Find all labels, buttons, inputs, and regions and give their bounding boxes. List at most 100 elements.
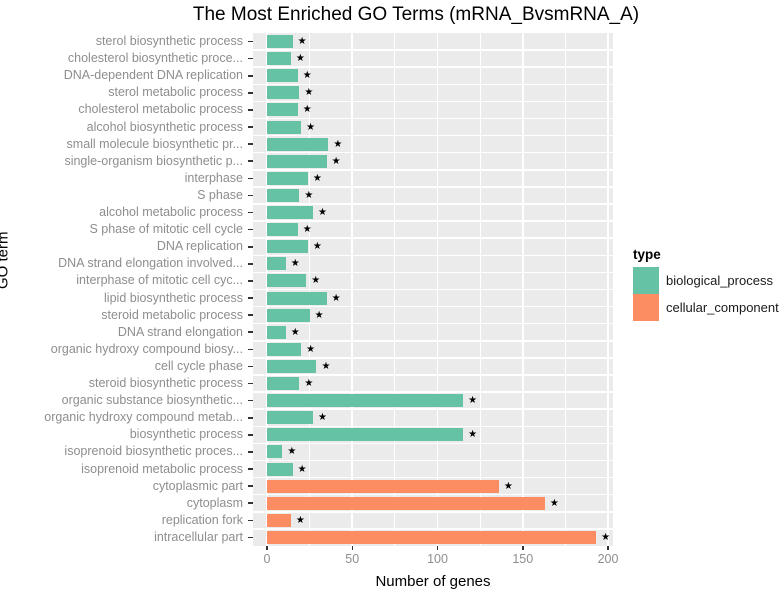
go-term-label: cholesterol biosynthetic proce...	[67, 51, 243, 66]
minor-gridline	[479, 33, 481, 546]
y-tick-mark	[248, 468, 253, 470]
horizontal-gridline	[253, 83, 613, 86]
chart-title: The Most Enriched GO Terms (mRNA_BvsmRNA…	[192, 4, 640, 25]
x-tick-label: 50	[345, 552, 360, 566]
go-term-label: DNA replication	[156, 239, 243, 254]
go-term-label: isoprenoid metabolic process	[81, 461, 243, 476]
go-term-label: sterol metabolic process	[108, 85, 243, 100]
legend-swatch-cellular-component-icon	[633, 294, 659, 321]
significance-star-icon: ★	[318, 207, 327, 219]
y-tick-mark	[248, 280, 253, 282]
major-gridline	[521, 33, 524, 546]
bar	[267, 530, 597, 544]
y-tick-mark	[248, 143, 253, 145]
horizontal-gridline	[253, 186, 613, 188]
go-term-label: steroid biosynthetic process	[88, 376, 243, 390]
go-term-label: interphase	[184, 170, 243, 185]
significance-star-icon: ★	[297, 463, 307, 475]
go-term-label: cytoplasmic part	[152, 478, 243, 493]
x-tick-label: 100	[427, 552, 448, 566]
x-tick-label: 0	[263, 552, 271, 566]
significance-star-icon: ★	[304, 189, 314, 201]
plot-panel: ★ ★ ★ ★ ★ ★ ★ ★ ★ ★ ★ ★ ★ ★ ★ ★ ★ ★ ★ ★ ★ ★ ★ ★ ★ ★ ★ ★ ★ ★	[253, 33, 613, 546]
horizontal-gridline	[253, 459, 613, 462]
major-gridline	[351, 33, 354, 546]
bar	[267, 274, 307, 288]
significance-star-icon: ★	[312, 172, 322, 184]
minor-gridline	[309, 33, 311, 546]
significance-star-icon: ★	[468, 429, 478, 441]
y-tick-mark	[248, 74, 253, 77]
bar	[267, 69, 298, 83]
horizontal-gridline	[253, 169, 613, 171]
y-tick-mark	[248, 416, 253, 419]
x-tick-mark	[436, 546, 439, 550]
bar	[267, 171, 308, 185]
bar	[267, 137, 329, 151]
y-tick-mark	[248, 434, 253, 436]
significance-star-icon: ★	[295, 514, 305, 526]
significance-star-icon: ★	[297, 36, 307, 48]
bar	[267, 308, 310, 322]
legend: type biological_process cellular_compone…	[633, 247, 779, 321]
significance-star-icon: ★	[290, 326, 300, 338]
major-gridline	[607, 33, 609, 546]
x-tick-mark	[522, 546, 524, 550]
x-tick-label: 150	[512, 552, 534, 566]
go-term-label: DNA-dependent DNA replication	[63, 68, 243, 83]
y-tick-mark	[248, 502, 253, 505]
horizontal-gridline	[253, 425, 613, 428]
significance-star-icon: ★	[312, 241, 322, 253]
y-tick-mark	[248, 160, 253, 163]
significance-star-icon: ★	[321, 360, 331, 372]
go-term-label: intracellular part	[154, 529, 243, 544]
bar	[267, 496, 545, 510]
bar	[267, 513, 291, 527]
go-term-label: alcohol metabolic process	[99, 205, 243, 219]
bar	[267, 462, 293, 476]
horizontal-gridline	[253, 254, 613, 257]
horizontal-gridline	[253, 374, 613, 376]
bar	[267, 206, 314, 220]
bar	[267, 120, 302, 134]
go-term-label: organic hydroxy compound metab...	[44, 410, 243, 425]
bar	[267, 445, 283, 459]
legend-swatch-biological-process-icon	[633, 267, 659, 294]
y-tick-mark	[248, 126, 253, 128]
legend-title: type	[633, 247, 661, 262]
bar	[267, 103, 298, 117]
bar	[267, 52, 291, 66]
y-tick-mark	[248, 348, 253, 351]
horizontal-gridline	[253, 220, 613, 222]
significance-star-icon: ★	[302, 104, 312, 116]
significance-star-icon: ★	[287, 446, 297, 458]
go-term-label: S phase	[197, 187, 243, 202]
go-term-label: small molecule biosynthetic pr...	[66, 136, 243, 151]
bar	[267, 291, 327, 305]
significance-star-icon: ★	[302, 224, 312, 236]
bar	[267, 223, 298, 237]
horizontal-gridline	[253, 442, 613, 445]
significance-star-icon: ★	[549, 497, 559, 509]
go-term-label: sterol biosynthetic process	[95, 34, 243, 48]
x-tick-mark	[266, 546, 268, 550]
major-gridline	[266, 33, 268, 546]
legend-entry-label: cellular_component	[666, 300, 779, 315]
horizontal-gridline	[253, 408, 613, 410]
significance-star-icon: ★	[601, 531, 611, 543]
y-tick-mark	[248, 485, 253, 487]
significance-star-icon: ★	[331, 155, 341, 167]
bar	[267, 479, 499, 493]
significance-star-icon: ★	[302, 70, 312, 82]
horizontal-gridline	[253, 493, 613, 496]
bar	[267, 394, 464, 408]
horizontal-gridline	[253, 340, 613, 342]
go-term-label: single-organism biosynthetic p...	[64, 153, 243, 168]
horizontal-gridline	[253, 151, 613, 154]
horizontal-gridline	[253, 134, 613, 137]
horizontal-gridline	[253, 511, 613, 513]
horizontal-gridline	[253, 528, 613, 530]
bar	[267, 359, 317, 373]
horizontal-gridline	[253, 100, 613, 103]
bar	[267, 377, 300, 391]
